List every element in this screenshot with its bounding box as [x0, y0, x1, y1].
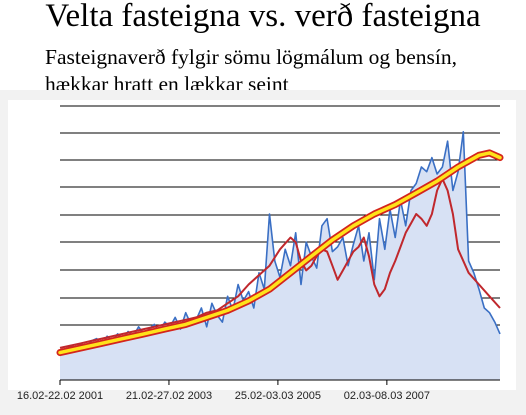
x-axis: 16.02-22.02 2001 21.02-27.02 2003 25.02-03…: [17, 379, 500, 402]
series-2: [56, 149, 504, 357]
series-0-area: [60, 131, 500, 380]
x-tick-label-2: 25.02-03.03 2005: [235, 390, 321, 402]
chart-title: Velta fasteigna vs. verð fasteigna: [45, 0, 481, 34]
series-layer: [56, 131, 504, 380]
series-1: [59, 177, 501, 349]
x-tick-label-3: 02.03-08.03 2007: [344, 390, 430, 402]
series-2-line: [58, 151, 502, 355]
x-tick-label-1: 21.02-27.02 2003: [126, 390, 212, 402]
subtitle-line-1: Fasteignaverð fylgir sömu lögmálum og be…: [45, 45, 458, 69]
series-0: [59, 131, 501, 380]
series-1-line: [59, 177, 501, 349]
x-tick-label-0: 16.02-22.02 2001: [17, 390, 103, 402]
